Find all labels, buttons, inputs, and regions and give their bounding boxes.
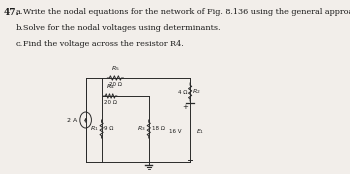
Text: $R_2$: $R_2$ — [192, 88, 201, 96]
Text: $R_3$: $R_3$ — [137, 125, 146, 133]
Text: +: + — [182, 104, 188, 110]
Text: Find the voltage across the resistor R4.: Find the voltage across the resistor R4. — [23, 40, 184, 48]
Text: $R_1$: $R_1$ — [90, 125, 99, 133]
Text: 20 Ω: 20 Ω — [104, 100, 117, 105]
Text: Solve for the nodal voltages using determinants.: Solve for the nodal voltages using deter… — [23, 24, 221, 32]
Text: 16 V: 16 V — [169, 129, 181, 134]
Text: 47.: 47. — [4, 8, 19, 17]
Text: c.: c. — [16, 40, 23, 48]
Text: $R_4$: $R_4$ — [106, 82, 115, 91]
Text: 4 Ω: 4 Ω — [178, 89, 187, 94]
Text: 2 A: 2 A — [68, 117, 78, 122]
Text: 20 Ω: 20 Ω — [109, 81, 122, 86]
Text: a.: a. — [16, 8, 23, 16]
Text: Write the nodal equations for the network of Fig. 8.136 using the general approa: Write the nodal equations for the networ… — [23, 8, 350, 16]
Text: b.: b. — [16, 24, 24, 32]
Text: $R_5$: $R_5$ — [111, 64, 120, 73]
Text: $E_1$: $E_1$ — [196, 127, 204, 136]
Text: 9 Ω: 9 Ω — [105, 126, 114, 132]
Text: 18 Ω: 18 Ω — [152, 126, 164, 132]
